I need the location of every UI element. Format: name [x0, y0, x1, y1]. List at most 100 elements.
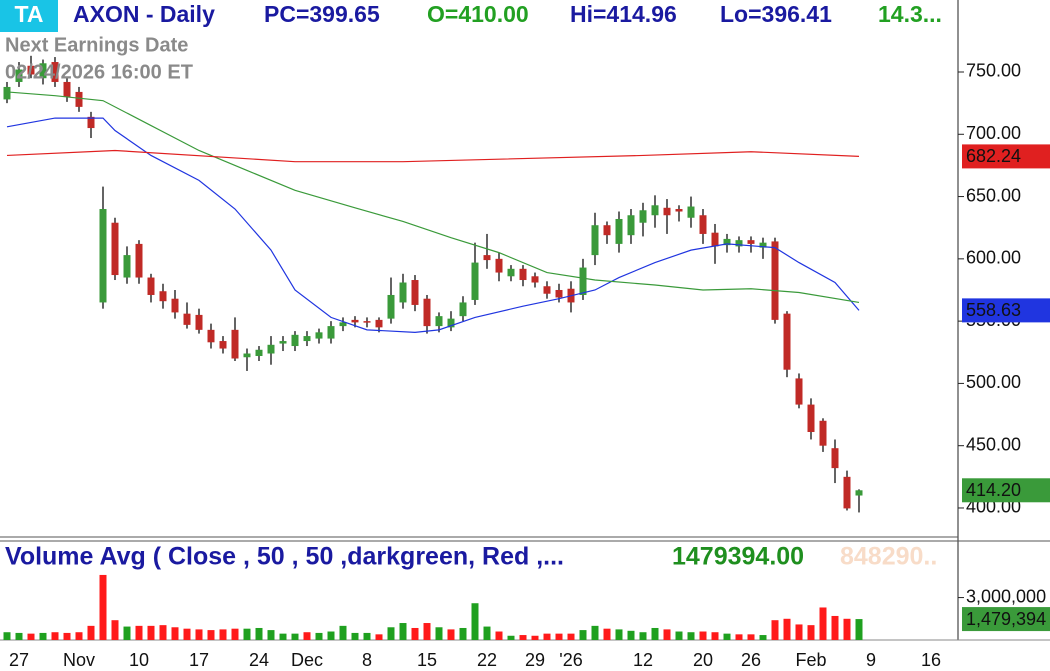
- candle-body: [75, 91, 83, 107]
- moving-average: [6, 149, 860, 163]
- candle-body: [519, 268, 527, 281]
- symbol: AXON - Daily: [73, 1, 215, 27]
- volume-bar: [303, 632, 311, 640]
- volume-bar: [387, 627, 395, 640]
- price-tag-label: 414.20: [966, 480, 1021, 500]
- candle-body: [63, 81, 71, 97]
- candle-body: [111, 222, 119, 276]
- volume-bar: [87, 625, 95, 640]
- candle-body: [171, 298, 179, 313]
- candle-body: [267, 344, 275, 354]
- candle-body: [783, 313, 791, 370]
- x-tick-label: Feb: [795, 650, 826, 670]
- candle-body: [531, 276, 539, 283]
- candle-body: [699, 215, 707, 234]
- candle-body: [39, 63, 47, 79]
- y-tick-label: 500.00: [966, 372, 1021, 392]
- candle-body: [639, 210, 647, 223]
- candle-body: [219, 341, 227, 349]
- open: O=410.00: [427, 1, 529, 27]
- candle-body: [627, 215, 635, 236]
- volume-bar: [3, 632, 11, 640]
- volume-bar: [207, 630, 215, 640]
- candle-body: [771, 241, 779, 320]
- y-tick-label: 600.00: [966, 248, 1021, 268]
- volume-bar: [471, 603, 479, 640]
- volume-bar: [423, 623, 431, 640]
- volume-bar: [543, 633, 551, 640]
- volume-bar: [231, 628, 239, 640]
- candle-body: [711, 232, 719, 247]
- candle-body: [387, 294, 395, 319]
- volume-bar: [819, 607, 827, 640]
- candle-body: [135, 243, 143, 278]
- price-tag: [962, 478, 1050, 503]
- candle-body: [855, 490, 863, 496]
- volume-bar: [123, 626, 131, 640]
- volume-bar: [351, 632, 359, 640]
- volume-bar: [555, 633, 563, 640]
- candle-body: [423, 298, 431, 327]
- volume-bar: [711, 632, 719, 640]
- volume-bar: [591, 625, 599, 640]
- volume-bar: [363, 632, 371, 640]
- volume-bar: [663, 629, 671, 640]
- volume-bar: [567, 633, 575, 640]
- x-tick-label: 22: [477, 650, 497, 670]
- candle-body: [471, 262, 479, 300]
- candle-body: [747, 240, 755, 244]
- volume-bar: [675, 631, 683, 640]
- price-tag-label: 558.63: [966, 300, 1021, 320]
- plot-area: [3, 55, 863, 640]
- candle-body: [723, 238, 731, 246]
- volume-bar: [735, 634, 743, 640]
- volume-bar: [687, 632, 695, 640]
- candle-body: [447, 318, 455, 328]
- candle-body: [243, 353, 251, 358]
- price-tag: [962, 607, 1050, 632]
- volume-bar: [783, 618, 791, 640]
- volume-bar: [39, 632, 47, 640]
- volume-bar: [279, 633, 287, 640]
- candle-body: [615, 218, 623, 244]
- volume-bar: [747, 634, 755, 640]
- volume-bar: [327, 631, 335, 640]
- candle-body: [543, 286, 551, 294]
- y-tick-label: 450.00: [966, 434, 1021, 454]
- candle-body: [195, 314, 203, 330]
- volume-bar: [315, 632, 323, 640]
- volume-bar: [531, 635, 539, 640]
- candle-body: [363, 321, 371, 323]
- volume-bar: [699, 631, 707, 640]
- volume-bar: [27, 633, 35, 640]
- volume-bar: [855, 619, 863, 640]
- candle-body: [15, 69, 23, 82]
- x-tick-label: Nov: [63, 650, 95, 670]
- price-tag-label: 1,479,394: [966, 609, 1046, 629]
- price-tag-label: 682.24: [966, 146, 1021, 166]
- candle-body: [735, 240, 743, 247]
- candle-body: [87, 116, 95, 129]
- candle-body: [303, 336, 311, 342]
- candle-body: [579, 267, 587, 295]
- volume-bar: [579, 630, 587, 640]
- volume-bar: [183, 628, 191, 640]
- candle-body: [495, 258, 503, 273]
- y-tick-label: 650.00: [966, 185, 1021, 205]
- candle-body: [687, 206, 695, 218]
- candle-body: [651, 205, 659, 216]
- candle-body: [351, 319, 359, 323]
- prev-close: PC=399.65: [264, 1, 380, 27]
- volume-bar: [219, 629, 227, 640]
- candle-body: [231, 329, 239, 359]
- volume-bar: [291, 633, 299, 640]
- candle-body: [411, 280, 419, 305]
- candle-body: [831, 448, 839, 469]
- volume-bar: [375, 634, 383, 640]
- volume-bar: [435, 627, 443, 640]
- volume-bar: [447, 629, 455, 640]
- candle-body: [663, 207, 671, 216]
- candle-body: [27, 65, 35, 75]
- x-tick-label: 9: [866, 650, 876, 670]
